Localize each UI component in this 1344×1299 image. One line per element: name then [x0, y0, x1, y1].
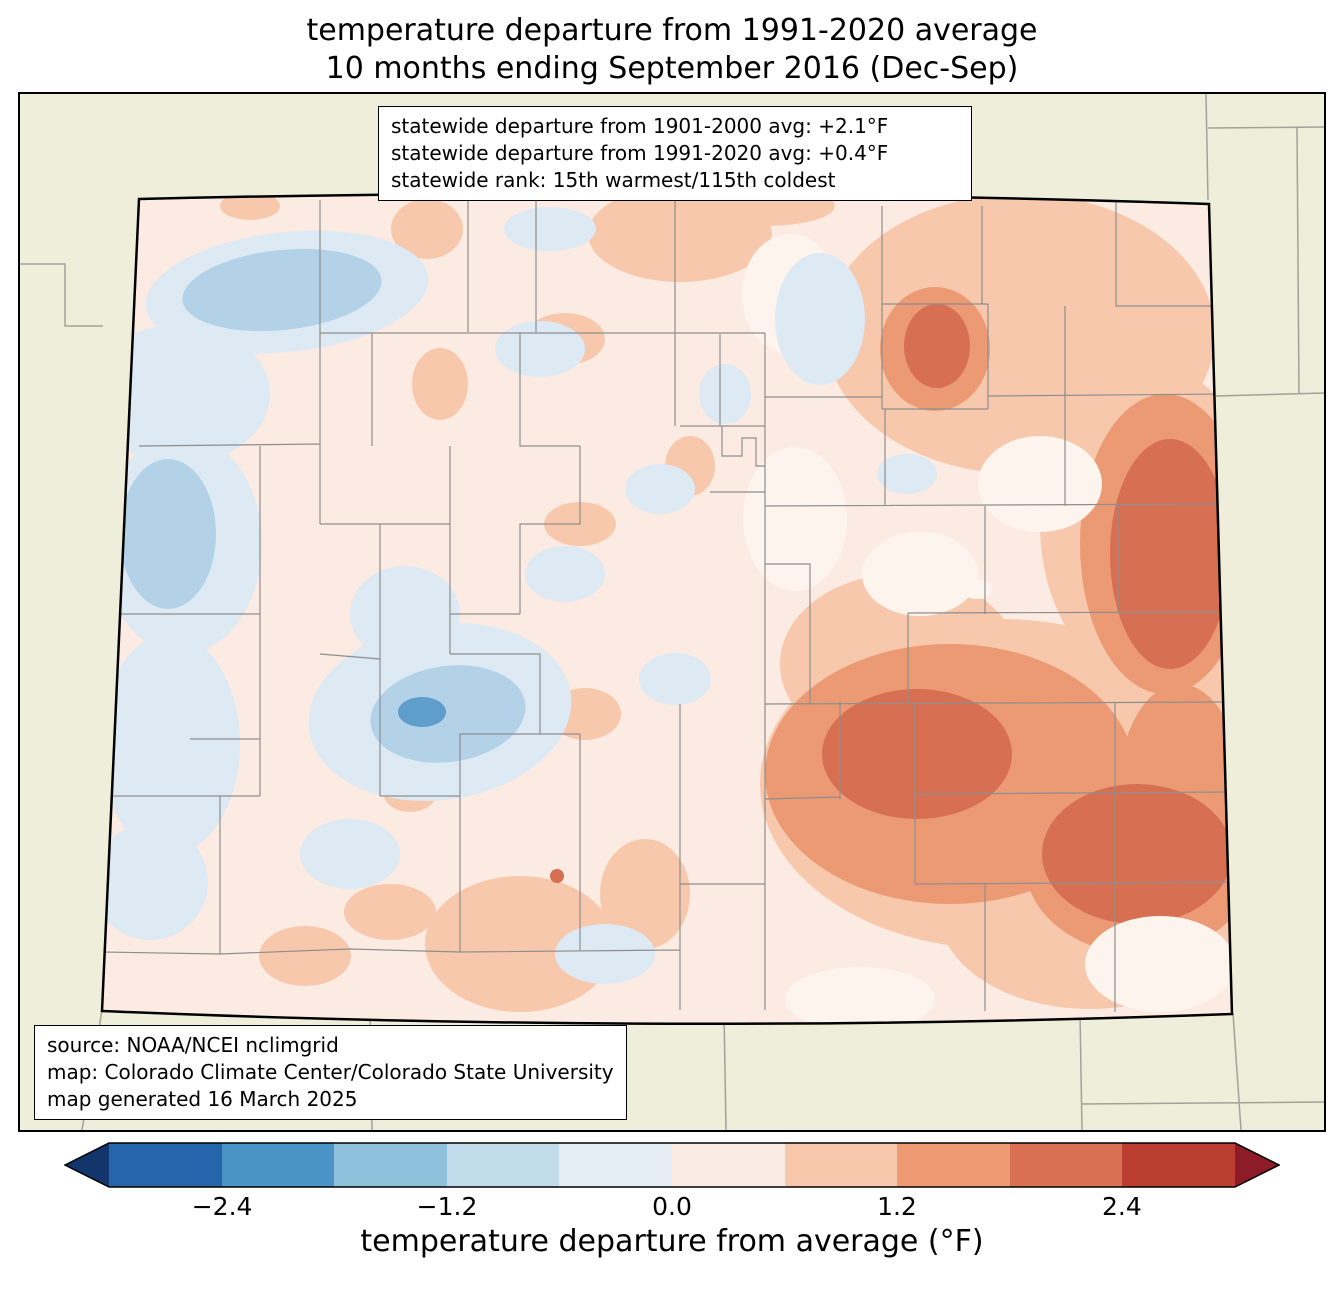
- colorbar-segment: [785, 1143, 898, 1187]
- colorbar-tick: 1.2: [877, 1192, 917, 1221]
- colorbar-left-arrow: [65, 1143, 109, 1187]
- colorbar-segment: [1010, 1143, 1123, 1187]
- colorbar-tick: −2.4: [191, 1192, 253, 1221]
- colorbar: −2.4 −1.2 0.0 1.2 2.4 temperature depart…: [64, 1142, 1280, 1259]
- source-line-2: map: Colorado Climate Center/Colorado St…: [47, 1060, 614, 1084]
- colorbar-tick: 0.0: [652, 1192, 692, 1221]
- colorbar-outline: [64, 1142, 1280, 1188]
- colorbar-segment: [897, 1143, 1010, 1187]
- contour-blue-dark: [398, 697, 446, 727]
- colorbar-segment: [672, 1143, 785, 1187]
- colorbar-segment: [109, 1143, 222, 1187]
- map-axes: statewide departure from 1901-2000 avg: …: [18, 92, 1326, 1132]
- stats-line-1: statewide departure from 1901-2000 avg: …: [391, 114, 889, 138]
- stats-line-2: statewide departure from 1991-2020 avg: …: [391, 141, 889, 165]
- county-boundaries: [102, 200, 1231, 1012]
- source-attribution-box: source: NOAA/NCEI nclimgrid map: Colorad…: [34, 1025, 627, 1120]
- colorbar-axis-label: temperature departure from average (°F): [360, 1224, 984, 1259]
- stats-line-3: statewide rank: 15th warmest/115th colde…: [391, 168, 836, 192]
- colorbar-right-arrow: [1235, 1143, 1279, 1187]
- colorbar-tick: −1.2: [416, 1192, 478, 1221]
- contour-blue-mid: [120, 248, 526, 763]
- title-line-2: 10 months ending September 2016 (Dec-Sep…: [325, 51, 1019, 86]
- colorbar-tick: 2.4: [1102, 1192, 1142, 1221]
- colorbar-tick-labels: −2.4 −1.2 0.0 1.2 2.4: [64, 1188, 1280, 1222]
- source-line-3: map generated 16 March 2025: [47, 1087, 358, 1111]
- figure-title: temperature departure from 1991-2020 ave…: [0, 0, 1344, 88]
- colorbar-svg: [64, 1142, 1280, 1188]
- title-line-1: temperature departure from 1991-2020 ave…: [306, 13, 1038, 48]
- source-line-1: source: NOAA/NCEI nclimgrid: [47, 1033, 339, 1057]
- colorbar-segment: [222, 1143, 335, 1187]
- colorbar-segment: [559, 1143, 672, 1187]
- colorbar-segment: [447, 1143, 560, 1187]
- colorbar-segment: [1122, 1143, 1235, 1187]
- contour-near-white: [742, 234, 1232, 1024]
- colorado-map: [20, 94, 1324, 1130]
- colorbar-segment: [334, 1143, 447, 1187]
- statewide-stats-box: statewide departure from 1901-2000 avg: …: [378, 106, 972, 201]
